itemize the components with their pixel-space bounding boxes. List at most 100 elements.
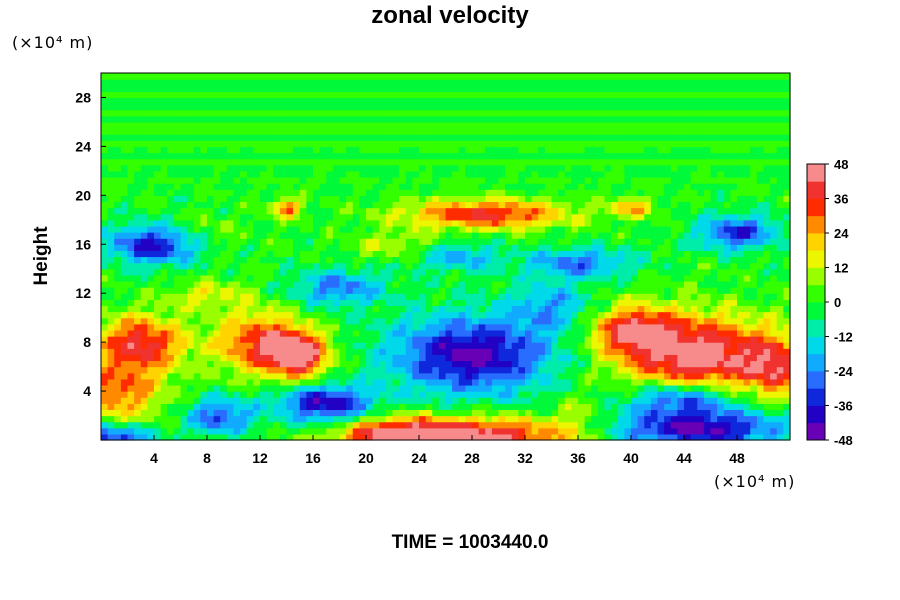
field-cell xyxy=(763,244,771,251)
field-cell xyxy=(617,170,625,178)
field-cell xyxy=(525,274,533,282)
field-cell xyxy=(776,409,784,417)
field-cell xyxy=(631,409,639,417)
field-cell xyxy=(392,287,400,294)
field-cell xyxy=(101,384,109,392)
field-cell xyxy=(458,354,466,362)
field-cell xyxy=(525,372,533,380)
field-cell xyxy=(505,342,513,349)
field-cell xyxy=(385,348,394,355)
field-cell xyxy=(624,250,632,258)
field-cell xyxy=(584,397,592,404)
field-cell xyxy=(207,372,215,380)
field-cell xyxy=(604,391,612,398)
field-cell xyxy=(458,378,466,386)
field-cell xyxy=(193,280,201,288)
field-cell xyxy=(147,170,155,178)
field-cell xyxy=(597,336,606,343)
field-cell xyxy=(717,317,725,325)
field-cell xyxy=(452,244,460,251)
field-cell xyxy=(319,360,327,368)
field-cell xyxy=(339,378,347,386)
field-cell xyxy=(544,287,553,294)
field-cell xyxy=(207,293,215,300)
field-cell xyxy=(511,152,519,160)
field-cell xyxy=(286,164,294,172)
field-cell xyxy=(372,336,380,343)
field-cell xyxy=(491,268,500,276)
field-cell xyxy=(558,397,566,404)
field-cell xyxy=(160,152,168,160)
field-cell xyxy=(458,391,466,398)
field-cell xyxy=(346,158,354,166)
field-cell xyxy=(240,415,248,423)
field-cell xyxy=(193,170,201,178)
field-cell xyxy=(684,415,692,423)
field-cell xyxy=(717,305,725,313)
field-cell xyxy=(134,201,142,209)
field-cell xyxy=(617,158,625,166)
field-cell xyxy=(346,146,354,154)
field-cell xyxy=(465,195,473,203)
field-cell xyxy=(438,232,447,239)
field-cell xyxy=(644,183,652,190)
field-cell xyxy=(306,183,314,190)
field-cell xyxy=(597,391,606,398)
field-cell xyxy=(114,152,122,160)
field-cell xyxy=(134,317,142,325)
field-cell xyxy=(631,293,639,300)
field-cell xyxy=(617,195,625,203)
field-cell xyxy=(147,274,155,282)
field-cell xyxy=(498,213,506,221)
field-cell xyxy=(154,170,162,178)
field-cell xyxy=(140,244,148,251)
field-cell xyxy=(578,323,586,331)
field-cell xyxy=(379,427,387,435)
field-cell xyxy=(385,372,394,380)
field-cell xyxy=(226,311,235,319)
field-cell xyxy=(419,403,427,411)
field-cell xyxy=(637,274,645,282)
field-cell xyxy=(147,183,155,190)
field-cell xyxy=(187,421,195,429)
field-cell xyxy=(432,384,440,392)
field-cell xyxy=(452,201,460,209)
field-cell xyxy=(763,342,771,349)
field-cell xyxy=(564,415,572,423)
field-cell xyxy=(743,336,751,343)
field-cell xyxy=(154,317,162,325)
field-cell xyxy=(564,176,572,184)
field-cell xyxy=(313,403,321,411)
field-cell xyxy=(425,195,433,203)
field-cell xyxy=(299,280,307,288)
field-cell xyxy=(200,323,208,331)
field-cell xyxy=(644,433,652,441)
field-cell xyxy=(107,354,115,362)
field-cell xyxy=(253,336,261,343)
field-cell xyxy=(306,152,314,160)
field-cell xyxy=(279,164,288,172)
field-cell xyxy=(140,433,148,441)
field-cell xyxy=(770,280,778,288)
field-cell xyxy=(597,372,606,380)
field-cell xyxy=(399,238,407,245)
field-cell xyxy=(697,293,705,300)
field-cell xyxy=(571,158,579,166)
field-cell xyxy=(611,287,619,294)
field-cell xyxy=(637,189,645,196)
field-cell xyxy=(260,427,268,435)
field-cell xyxy=(452,391,460,398)
field-cell xyxy=(240,403,248,411)
field-cell xyxy=(538,207,546,215)
field-cell xyxy=(511,274,519,282)
field-cell xyxy=(498,427,506,435)
field-cell xyxy=(127,170,135,178)
field-cell xyxy=(154,421,162,429)
field-cell xyxy=(478,232,486,239)
field-cell xyxy=(107,287,115,294)
field-cell xyxy=(253,372,261,380)
field-cell xyxy=(544,348,553,355)
field-cell xyxy=(432,433,440,441)
field-cell xyxy=(531,170,539,178)
field-cell xyxy=(531,287,539,294)
